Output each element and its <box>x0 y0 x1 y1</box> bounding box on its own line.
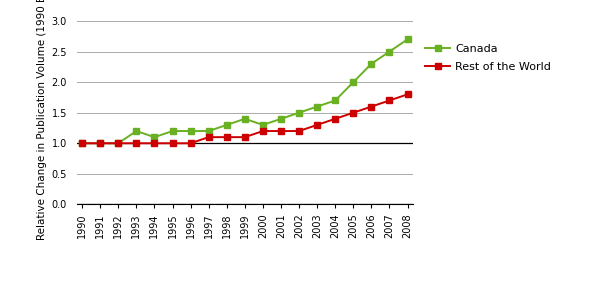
Canada <box>350 80 357 84</box>
Y-axis label: Relative Change in Publication Volume (1990 Base): Relative Change in Publication Volume (1… <box>37 0 47 240</box>
Rest of the World <box>78 142 86 145</box>
Rest of the World <box>169 142 176 145</box>
Canada <box>241 117 248 121</box>
Rest of the World <box>97 142 104 145</box>
Rest of the World <box>260 129 267 133</box>
Rest of the World <box>296 129 303 133</box>
Canada <box>223 123 230 127</box>
Rest of the World <box>314 123 321 127</box>
Canada <box>205 129 212 133</box>
Canada <box>314 105 321 108</box>
Canada <box>78 142 86 145</box>
Rest of the World <box>241 135 248 139</box>
Legend: Canada, Rest of the World: Canada, Rest of the World <box>425 44 551 72</box>
Rest of the World <box>223 135 230 139</box>
Canada <box>187 129 194 133</box>
Rest of the World <box>277 129 284 133</box>
Canada <box>404 38 411 41</box>
Line: Rest of the World: Rest of the World <box>79 92 411 146</box>
Rest of the World <box>350 111 357 114</box>
Canada <box>133 129 140 133</box>
Rest of the World <box>332 117 339 121</box>
Canada <box>386 50 393 53</box>
Canada <box>151 135 158 139</box>
Rest of the World <box>205 135 212 139</box>
Canada <box>260 123 267 127</box>
Rest of the World <box>151 142 158 145</box>
Canada <box>169 129 176 133</box>
Canada <box>296 111 303 114</box>
Rest of the World <box>368 105 375 108</box>
Rest of the World <box>386 99 393 102</box>
Canada <box>114 142 122 145</box>
Rest of the World <box>187 142 194 145</box>
Rest of the World <box>114 142 122 145</box>
Rest of the World <box>404 93 411 96</box>
Canada <box>368 62 375 65</box>
Line: Canada: Canada <box>79 36 411 146</box>
Canada <box>332 99 339 102</box>
Rest of the World <box>133 142 140 145</box>
Canada <box>277 117 284 121</box>
Canada <box>97 142 104 145</box>
